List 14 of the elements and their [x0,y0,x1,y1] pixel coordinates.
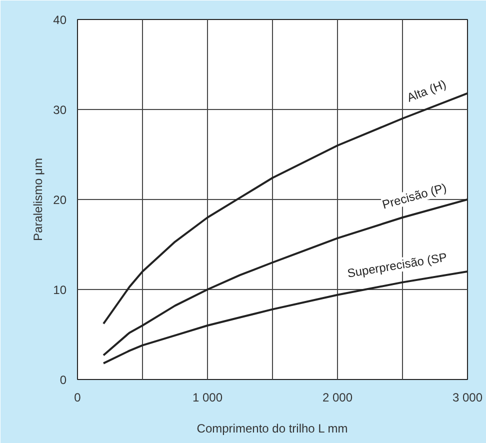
y-tick-label: 40 [53,13,67,27]
x-tick-label: 3 000 [452,390,483,404]
text: Superprecisão (SP [346,250,448,280]
text: Alta (H) [405,77,448,105]
text: Precisão (P) [380,180,448,212]
x-tick-label: 0 [74,390,82,404]
y-tick-label: 10 [53,283,67,297]
x-tick-label: 1 000 [192,390,223,404]
y-tick-label: 30 [53,103,67,117]
y-axis-title: Paralelismo μm [31,158,46,241]
x-axis-title: Comprimento do trilho L mm [196,422,348,436]
x-tick-label: 2 000 [322,390,353,404]
y-tick-label: 0 [60,373,67,387]
y-tick-label: 20 [53,193,67,207]
